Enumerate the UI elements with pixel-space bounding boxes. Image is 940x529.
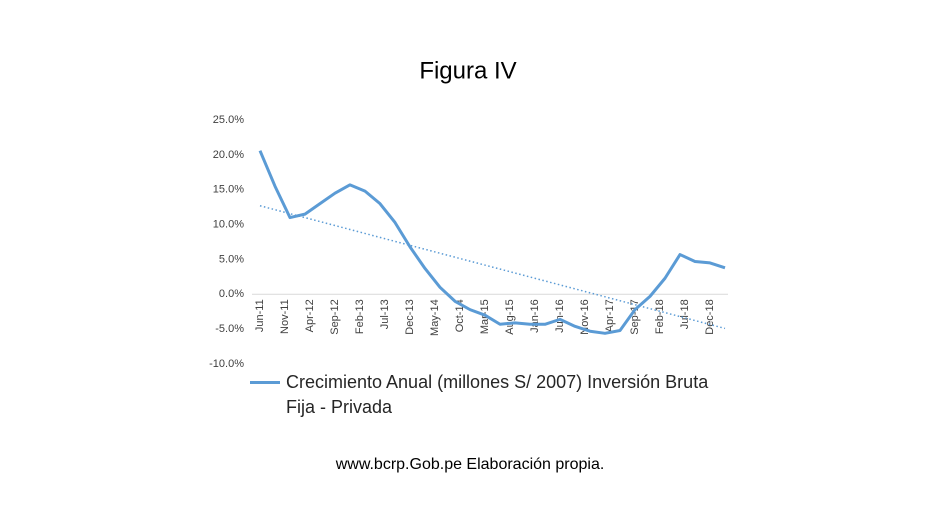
x-tick-label: Nov-11	[279, 299, 291, 334]
y-tick-label: 0.0%	[219, 288, 244, 300]
y-tick-label: -5.0%	[215, 323, 244, 335]
y-tick-label: 5.0%	[219, 253, 244, 265]
x-tick-label: Feb-13	[354, 299, 366, 334]
x-tick-label: Jun-16	[554, 299, 566, 333]
x-tick-label: Sep-12	[329, 299, 341, 334]
y-tick-label: 20.0%	[213, 149, 244, 161]
x-tick-label: Aug-15	[504, 299, 516, 334]
chart-title: Figura IV	[419, 57, 516, 84]
x-tick-label: May-14	[429, 299, 441, 336]
x-tick-label: Oct-14	[454, 299, 466, 332]
trend-line	[259, 205, 726, 330]
y-tick-label: 25.0%	[213, 114, 244, 126]
y-tick-label: 10.0%	[213, 218, 244, 230]
x-tick-label: Nov-16	[579, 299, 591, 334]
x-tick-label: Jul-18	[679, 299, 691, 329]
source-note: www.bcrp.Gob.pe Elaboración propia.	[335, 456, 605, 473]
x-tick-label: Jan-16	[529, 299, 541, 333]
x-tick-label: Apr-12	[304, 299, 316, 332]
legend: Crecimiento Anual (millones S/ 2007) Inv…	[250, 370, 720, 420]
y-tick-label: -10.0%	[209, 358, 244, 370]
x-tick-label: Dec-18	[704, 299, 716, 334]
x-tick-label: Jul-13	[379, 299, 391, 329]
legend-label: Crecimiento Anual (millones S/ 2007) Inv…	[286, 372, 709, 417]
x-tick-label: Dec-13	[404, 299, 416, 334]
y-tick-label: 15.0%	[213, 184, 244, 196]
x-tick-label: Jun-11	[254, 299, 266, 332]
x-tick-label: Apr-17	[604, 299, 616, 332]
data-line	[258, 150, 726, 335]
x-tick-label: Feb-18	[654, 299, 666, 334]
legend-key	[250, 381, 280, 384]
